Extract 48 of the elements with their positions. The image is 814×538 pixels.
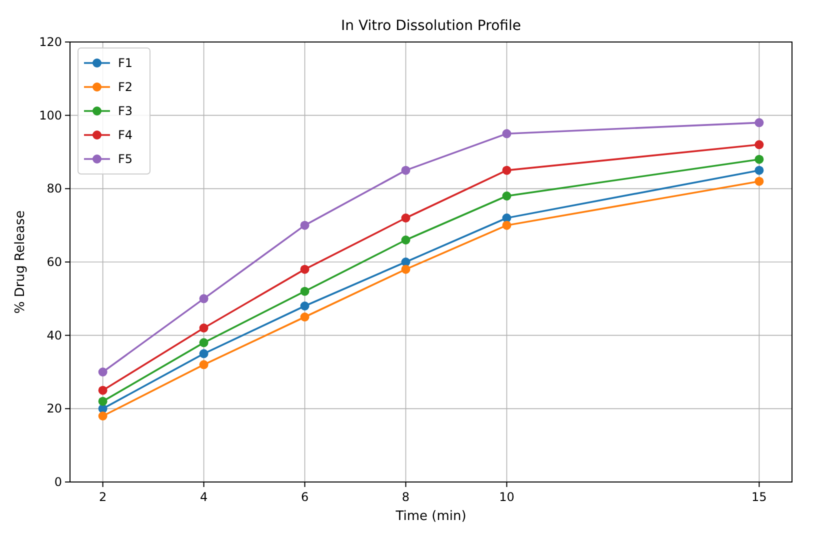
y-tick-label: 60 bbox=[46, 255, 62, 269]
point bbox=[401, 214, 410, 222]
y-tick-label: 20 bbox=[46, 402, 62, 416]
point bbox=[754, 176, 764, 186]
x-tick-label: 6 bbox=[300, 490, 309, 504]
point bbox=[502, 220, 512, 230]
point bbox=[401, 236, 410, 244]
legend-label: F3 bbox=[118, 104, 133, 118]
y-tick-label: 40 bbox=[46, 328, 62, 342]
y-tick-label: 120 bbox=[39, 35, 62, 49]
y-axis-title: % Drug Release bbox=[13, 210, 28, 314]
point bbox=[300, 220, 310, 230]
point bbox=[754, 118, 764, 128]
point bbox=[199, 338, 208, 348]
point bbox=[199, 349, 208, 358]
point bbox=[754, 166, 764, 175]
legend-label: F5 bbox=[118, 152, 133, 166]
point bbox=[754, 154, 764, 164]
point bbox=[98, 368, 108, 376]
point bbox=[199, 324, 208, 332]
point bbox=[98, 386, 108, 395]
point bbox=[300, 264, 310, 274]
point bbox=[199, 294, 208, 304]
x-axis-title: Time (min) bbox=[394, 509, 466, 524]
y-tick-label: 80 bbox=[46, 182, 62, 196]
point bbox=[401, 264, 410, 274]
x-tick-label: 2 bbox=[99, 490, 107, 504]
point bbox=[502, 129, 512, 138]
x-tick-label: 15 bbox=[752, 490, 767, 504]
point bbox=[300, 302, 310, 310]
point bbox=[98, 396, 108, 406]
y-tick-label: 0 bbox=[54, 475, 62, 489]
x-tick-label: 4 bbox=[200, 490, 208, 504]
legend-label: F4 bbox=[118, 128, 133, 142]
x-tick-label: 10 bbox=[499, 490, 514, 504]
legend-label: F1 bbox=[118, 56, 133, 70]
point bbox=[754, 140, 764, 150]
point bbox=[98, 412, 108, 420]
point bbox=[502, 192, 512, 200]
point bbox=[199, 360, 208, 370]
point bbox=[300, 286, 310, 296]
point bbox=[401, 166, 410, 175]
y-tick-label: 100 bbox=[39, 108, 62, 122]
point bbox=[502, 166, 512, 175]
legend-label: F2 bbox=[118, 80, 133, 94]
point bbox=[300, 312, 310, 322]
chart-title: In Vitro Dissolution Profile bbox=[341, 18, 521, 34]
x-tick-label: 8 bbox=[402, 490, 410, 504]
